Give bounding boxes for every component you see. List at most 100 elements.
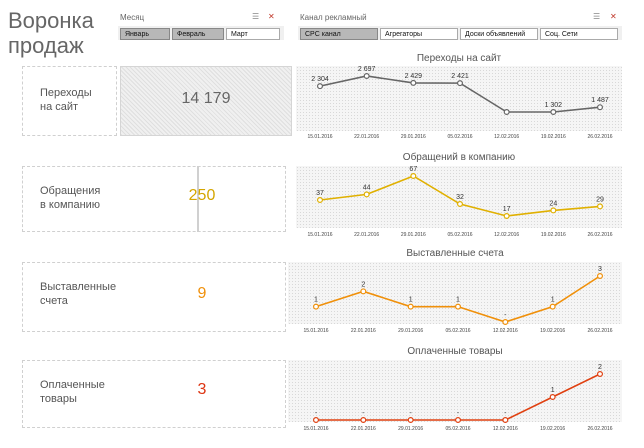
x-tick-label: 19.02.2016 bbox=[541, 134, 566, 140]
x-tick-label: 22.01.2016 bbox=[351, 328, 376, 334]
metric-value-requests: 250 bbox=[188, 187, 216, 204]
data-point[interactable] bbox=[502, 318, 509, 325]
metric-value-paid: 3 bbox=[197, 381, 207, 398]
metric-panel-visits bbox=[22, 66, 117, 136]
x-tick-label: 26.02.2016 bbox=[587, 328, 612, 334]
channel-list-filter-icon[interactable]: ☰ bbox=[593, 12, 601, 21]
data-label: - bbox=[315, 410, 318, 417]
x-tick-label: 26.02.2016 bbox=[587, 232, 612, 238]
x-tick-label: 29.01.2016 bbox=[398, 426, 423, 432]
data-point[interactable] bbox=[455, 416, 462, 423]
data-label: 1 bbox=[314, 297, 318, 304]
data-point[interactable] bbox=[363, 73, 370, 80]
metric-value-visits: 14 179 bbox=[181, 90, 231, 107]
data-point[interactable] bbox=[363, 191, 370, 198]
x-tick-label: 05.02.2016 bbox=[447, 232, 472, 238]
data-point[interactable] bbox=[407, 416, 414, 423]
x-tick-label: 12.02.2016 bbox=[493, 328, 518, 334]
data-label: 1 bbox=[551, 387, 555, 394]
data-label: 29 bbox=[596, 196, 604, 203]
x-tick-label: 29.01.2016 bbox=[398, 328, 423, 334]
x-tick-label: 26.02.2016 bbox=[587, 134, 612, 140]
x-tick-label: 12.02.2016 bbox=[494, 134, 519, 140]
metric-panel-paid bbox=[22, 360, 286, 428]
data-point[interactable] bbox=[410, 173, 417, 180]
data-point[interactable] bbox=[503, 108, 510, 115]
channel-clear-selection-icon[interactable]: ✕ bbox=[610, 12, 617, 21]
month-option-mar[interactable]: Март bbox=[226, 28, 280, 40]
chart-plot-area-visits bbox=[296, 66, 622, 131]
chart-title-visits: Переходы на сайт bbox=[416, 53, 502, 64]
data-point[interactable] bbox=[549, 393, 556, 400]
data-label: 1 bbox=[456, 297, 460, 304]
chart-plot-area-invoices bbox=[288, 262, 622, 324]
data-point[interactable] bbox=[550, 207, 557, 214]
data-label: 2 bbox=[361, 281, 365, 288]
x-tick-label: 05.02.2016 bbox=[445, 426, 470, 432]
x-tick-label: 05.02.2016 bbox=[447, 134, 472, 140]
metric-panel-requests bbox=[22, 166, 286, 232]
x-tick-label: 15.01.2016 bbox=[303, 426, 328, 432]
channel-filter-label: Канал рекламный bbox=[300, 13, 367, 22]
metric-divider-requests bbox=[197, 166, 199, 232]
data-point[interactable] bbox=[313, 303, 320, 310]
metric-value-box-visits bbox=[120, 66, 292, 136]
x-tick-label: 19.02.2016 bbox=[540, 328, 565, 334]
data-label: 67 bbox=[409, 166, 417, 173]
data-point[interactable] bbox=[597, 371, 604, 378]
channel-option-aggregators[interactable]: Агрегаторы bbox=[380, 28, 458, 40]
x-tick-label: 19.02.2016 bbox=[540, 426, 565, 432]
x-tick-label: 26.02.2016 bbox=[587, 426, 612, 432]
list-filter-icon[interactable]: ☰ bbox=[252, 12, 260, 21]
x-tick-label: 05.02.2016 bbox=[445, 328, 470, 334]
metric-label-paid: Оплаченные товары bbox=[40, 379, 105, 405]
x-tick-label: 22.01.2016 bbox=[351, 426, 376, 432]
clear-selection-icon[interactable]: ✕ bbox=[268, 12, 275, 21]
data-point[interactable] bbox=[360, 416, 367, 423]
channel-option-social[interactable]: Соц. Сети bbox=[540, 28, 618, 40]
data-point[interactable] bbox=[457, 80, 464, 87]
data-label: 1 bbox=[551, 297, 555, 304]
x-tick-label: 12.02.2016 bbox=[493, 426, 518, 432]
data-label: 2 304 bbox=[311, 76, 329, 83]
data-point[interactable] bbox=[549, 303, 556, 310]
data-point[interactable] bbox=[407, 303, 414, 310]
data-point[interactable] bbox=[317, 83, 324, 90]
data-point[interactable] bbox=[455, 303, 462, 310]
chart-title-paid: Оплаченные товары bbox=[407, 346, 503, 357]
data-point[interactable] bbox=[457, 200, 464, 207]
data-point[interactable] bbox=[410, 79, 417, 86]
x-tick-label: 22.01.2016 bbox=[354, 232, 379, 238]
data-point[interactable] bbox=[597, 104, 604, 111]
chart-title-requests: Обращений в компанию bbox=[402, 152, 516, 163]
data-label: 24 bbox=[549, 200, 557, 207]
data-point[interactable] bbox=[597, 203, 604, 210]
month-filter-label: Месяц bbox=[120, 13, 145, 22]
data-point[interactable] bbox=[550, 108, 557, 115]
data-label: 1 487 bbox=[591, 97, 609, 104]
data-label: 3 bbox=[598, 266, 602, 273]
data-point[interactable] bbox=[502, 416, 509, 423]
channel-option-boards[interactable]: Доски объявлений bbox=[460, 28, 538, 40]
metric-label-invoices: Выставленные счета bbox=[40, 281, 117, 307]
metric-label-visits: Переходы на сайт bbox=[40, 87, 92, 113]
data-label: - bbox=[409, 410, 412, 417]
chart-plot-area-requests bbox=[296, 166, 622, 228]
data-label: 37 bbox=[316, 190, 324, 197]
data-label: 2 697 bbox=[358, 66, 376, 73]
chart-visits: 2 304 15.01.2016 2 697 22.01.2016 2 429 29.01… bbox=[307, 66, 612, 140]
data-point[interactable] bbox=[313, 416, 320, 423]
data-point[interactable] bbox=[597, 273, 604, 280]
metric-panel-invoices bbox=[22, 262, 286, 332]
month-option-jan[interactable]: Январь bbox=[120, 28, 170, 40]
data-label: 1 302 bbox=[545, 102, 563, 109]
data-label: 2 bbox=[598, 364, 602, 371]
month-option-feb[interactable]: Февраль bbox=[172, 28, 224, 40]
data-label: - bbox=[504, 410, 507, 417]
data-point[interactable] bbox=[503, 212, 510, 219]
x-tick-label: 29.01.2016 bbox=[401, 134, 426, 140]
channel-option-cpc[interactable]: CPC канал bbox=[300, 28, 378, 40]
data-point[interactable] bbox=[360, 288, 367, 295]
data-point[interactable] bbox=[317, 196, 324, 203]
data-label: - bbox=[457, 410, 460, 417]
